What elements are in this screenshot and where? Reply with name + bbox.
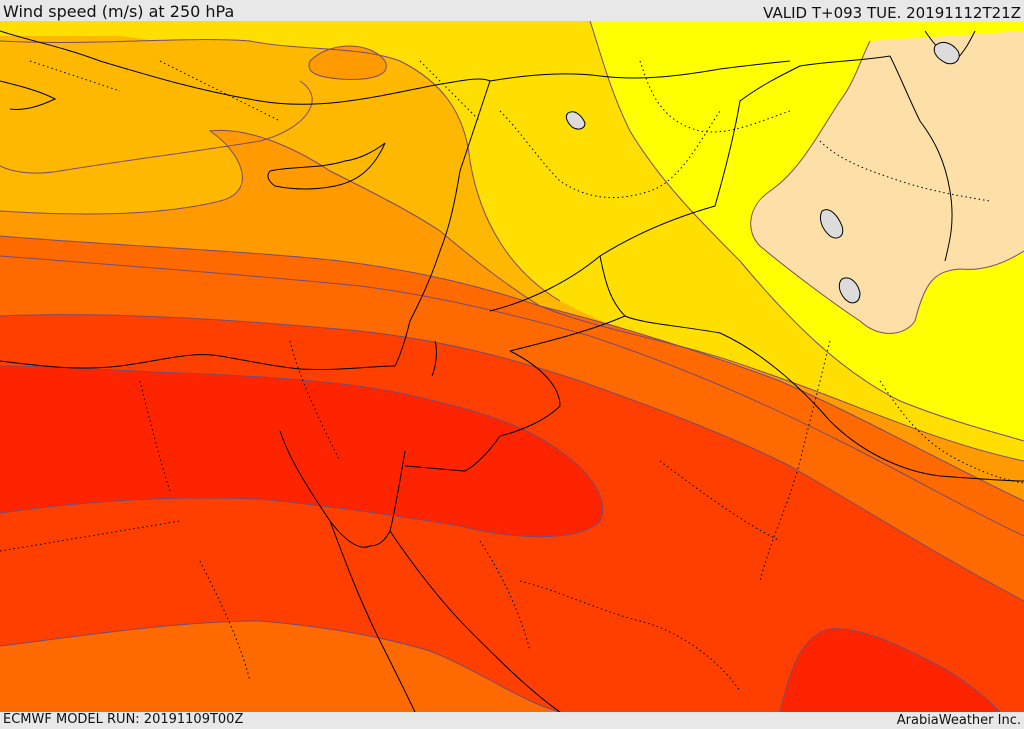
lakes <box>565 41 960 304</box>
band-red-core <box>0 366 603 537</box>
isotach-contours <box>0 21 1024 712</box>
band-red-southeast <box>780 628 1000 712</box>
band-pale <box>750 31 1024 334</box>
boundary-lines <box>0 60 1024 692</box>
band-light-orange-pocket <box>308 46 387 80</box>
map-panel <box>0 21 1024 712</box>
coastlines <box>0 30 1024 712</box>
wind-speed-map <box>0 21 1024 712</box>
credit-label: ArabiaWeather Inc. <box>896 713 1021 728</box>
footer-bar: ECMWF MODEL RUN: 20191109T00Z ArabiaWeat… <box>0 712 1024 729</box>
map-title: Wind speed (m/s) at 250 hPa <box>3 2 235 21</box>
header-bar: Wind speed (m/s) at 250 hPa VALID T+093 … <box>0 0 1024 22</box>
model-run-label: ECMWF MODEL RUN: 20191109T00Z <box>3 712 244 727</box>
valid-time: VALID T+093 TUE. 20191112T21Z <box>763 4 1021 22</box>
